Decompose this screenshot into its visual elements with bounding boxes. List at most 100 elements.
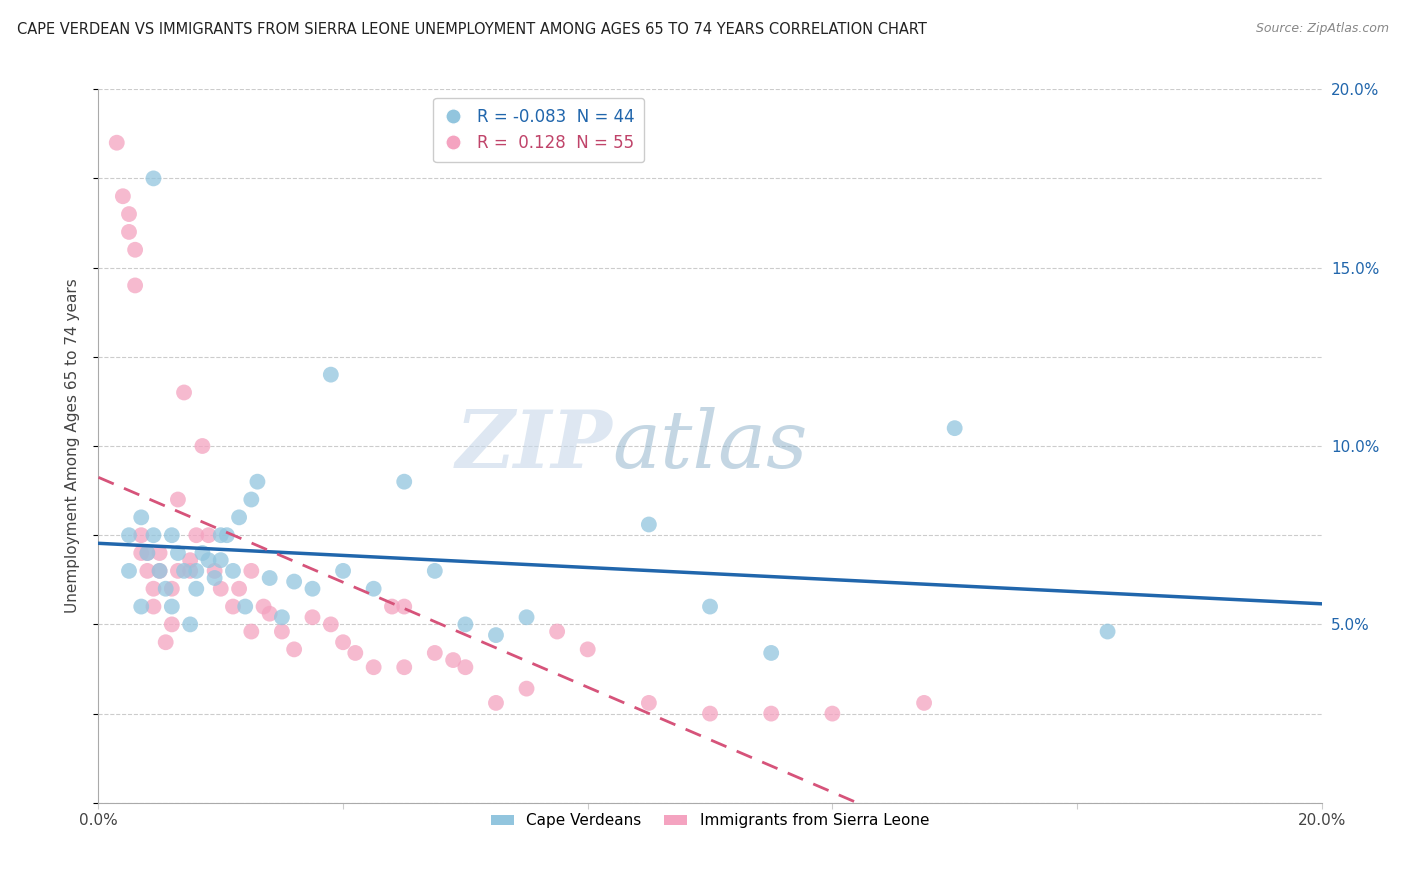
Point [179, 553, 201, 567]
Point [173, 385, 195, 400]
Point [485, 696, 508, 710]
Point [155, 582, 177, 596]
Point [454, 617, 477, 632]
Point [136, 546, 159, 560]
Point [332, 564, 354, 578]
Point [516, 610, 538, 624]
Point [142, 582, 165, 596]
Point [124, 243, 146, 257]
Point [160, 582, 183, 596]
Point [222, 564, 245, 578]
Point [167, 546, 190, 560]
Point [454, 660, 477, 674]
Point [441, 653, 464, 667]
Point [142, 528, 165, 542]
Point [149, 564, 172, 578]
Point [270, 610, 292, 624]
Point [821, 706, 844, 721]
Point [197, 528, 219, 542]
Point [129, 510, 152, 524]
Point [197, 553, 219, 567]
Point [173, 564, 195, 578]
Point [252, 599, 274, 614]
Text: Source: ZipAtlas.com: Source: ZipAtlas.com [1256, 22, 1389, 36]
Point [301, 582, 323, 596]
Point [191, 546, 214, 560]
Point [759, 646, 782, 660]
Text: CAPE VERDEAN VS IMMIGRANTS FROM SIERRA LEONE UNEMPLOYMENT AMONG AGES 65 TO 74 YE: CAPE VERDEAN VS IMMIGRANTS FROM SIERRA L… [17, 22, 927, 37]
Point [209, 553, 232, 567]
Point [136, 546, 159, 560]
Point [105, 136, 128, 150]
Point [485, 628, 508, 642]
Point [381, 599, 404, 614]
Point [233, 599, 256, 614]
Point [240, 564, 263, 578]
Point [142, 171, 165, 186]
Point [149, 564, 172, 578]
Point [637, 517, 661, 532]
Point [204, 564, 226, 578]
Point [392, 475, 416, 489]
Point [363, 582, 385, 596]
Point [319, 617, 342, 632]
Point [186, 582, 208, 596]
Point [228, 510, 250, 524]
Point [160, 528, 183, 542]
Point [270, 624, 292, 639]
Point [209, 528, 232, 542]
Point [240, 492, 263, 507]
Point [344, 646, 367, 660]
Point [943, 421, 966, 435]
Point [546, 624, 568, 639]
Point [912, 696, 935, 710]
Point [283, 574, 305, 589]
Point [392, 599, 416, 614]
Point [124, 278, 146, 293]
Point [111, 189, 134, 203]
Point [142, 599, 165, 614]
Point [129, 599, 152, 614]
Text: atlas: atlas [612, 408, 807, 484]
Point [204, 571, 226, 585]
Point [209, 582, 232, 596]
Point [423, 646, 446, 660]
Point [160, 617, 183, 632]
Point [136, 564, 159, 578]
Point [392, 660, 416, 674]
Point [301, 610, 323, 624]
Point [129, 546, 152, 560]
Point [160, 599, 183, 614]
Point [637, 696, 661, 710]
Point [215, 528, 238, 542]
Point [155, 635, 177, 649]
Point [699, 706, 721, 721]
Text: ZIP: ZIP [456, 408, 612, 484]
Y-axis label: Unemployment Among Ages 65 to 74 years: Unemployment Among Ages 65 to 74 years [65, 278, 80, 614]
Point [167, 492, 190, 507]
Point [699, 599, 721, 614]
Point [179, 617, 201, 632]
Point [363, 660, 385, 674]
Point [228, 582, 250, 596]
Point [516, 681, 538, 696]
Point [118, 225, 141, 239]
Point [423, 564, 446, 578]
Point [246, 475, 269, 489]
Point [319, 368, 342, 382]
Point [259, 571, 281, 585]
Point [240, 624, 263, 639]
Point [191, 439, 214, 453]
Point [149, 546, 172, 560]
Point [118, 564, 141, 578]
Point [118, 528, 141, 542]
Point [259, 607, 281, 621]
Point [332, 635, 354, 649]
Point [186, 528, 208, 542]
Point [179, 564, 201, 578]
Point [167, 564, 190, 578]
Point [222, 599, 245, 614]
Legend: Cape Verdeans, Immigrants from Sierra Leone: Cape Verdeans, Immigrants from Sierra Le… [485, 807, 935, 834]
Point [129, 528, 152, 542]
Point [283, 642, 305, 657]
